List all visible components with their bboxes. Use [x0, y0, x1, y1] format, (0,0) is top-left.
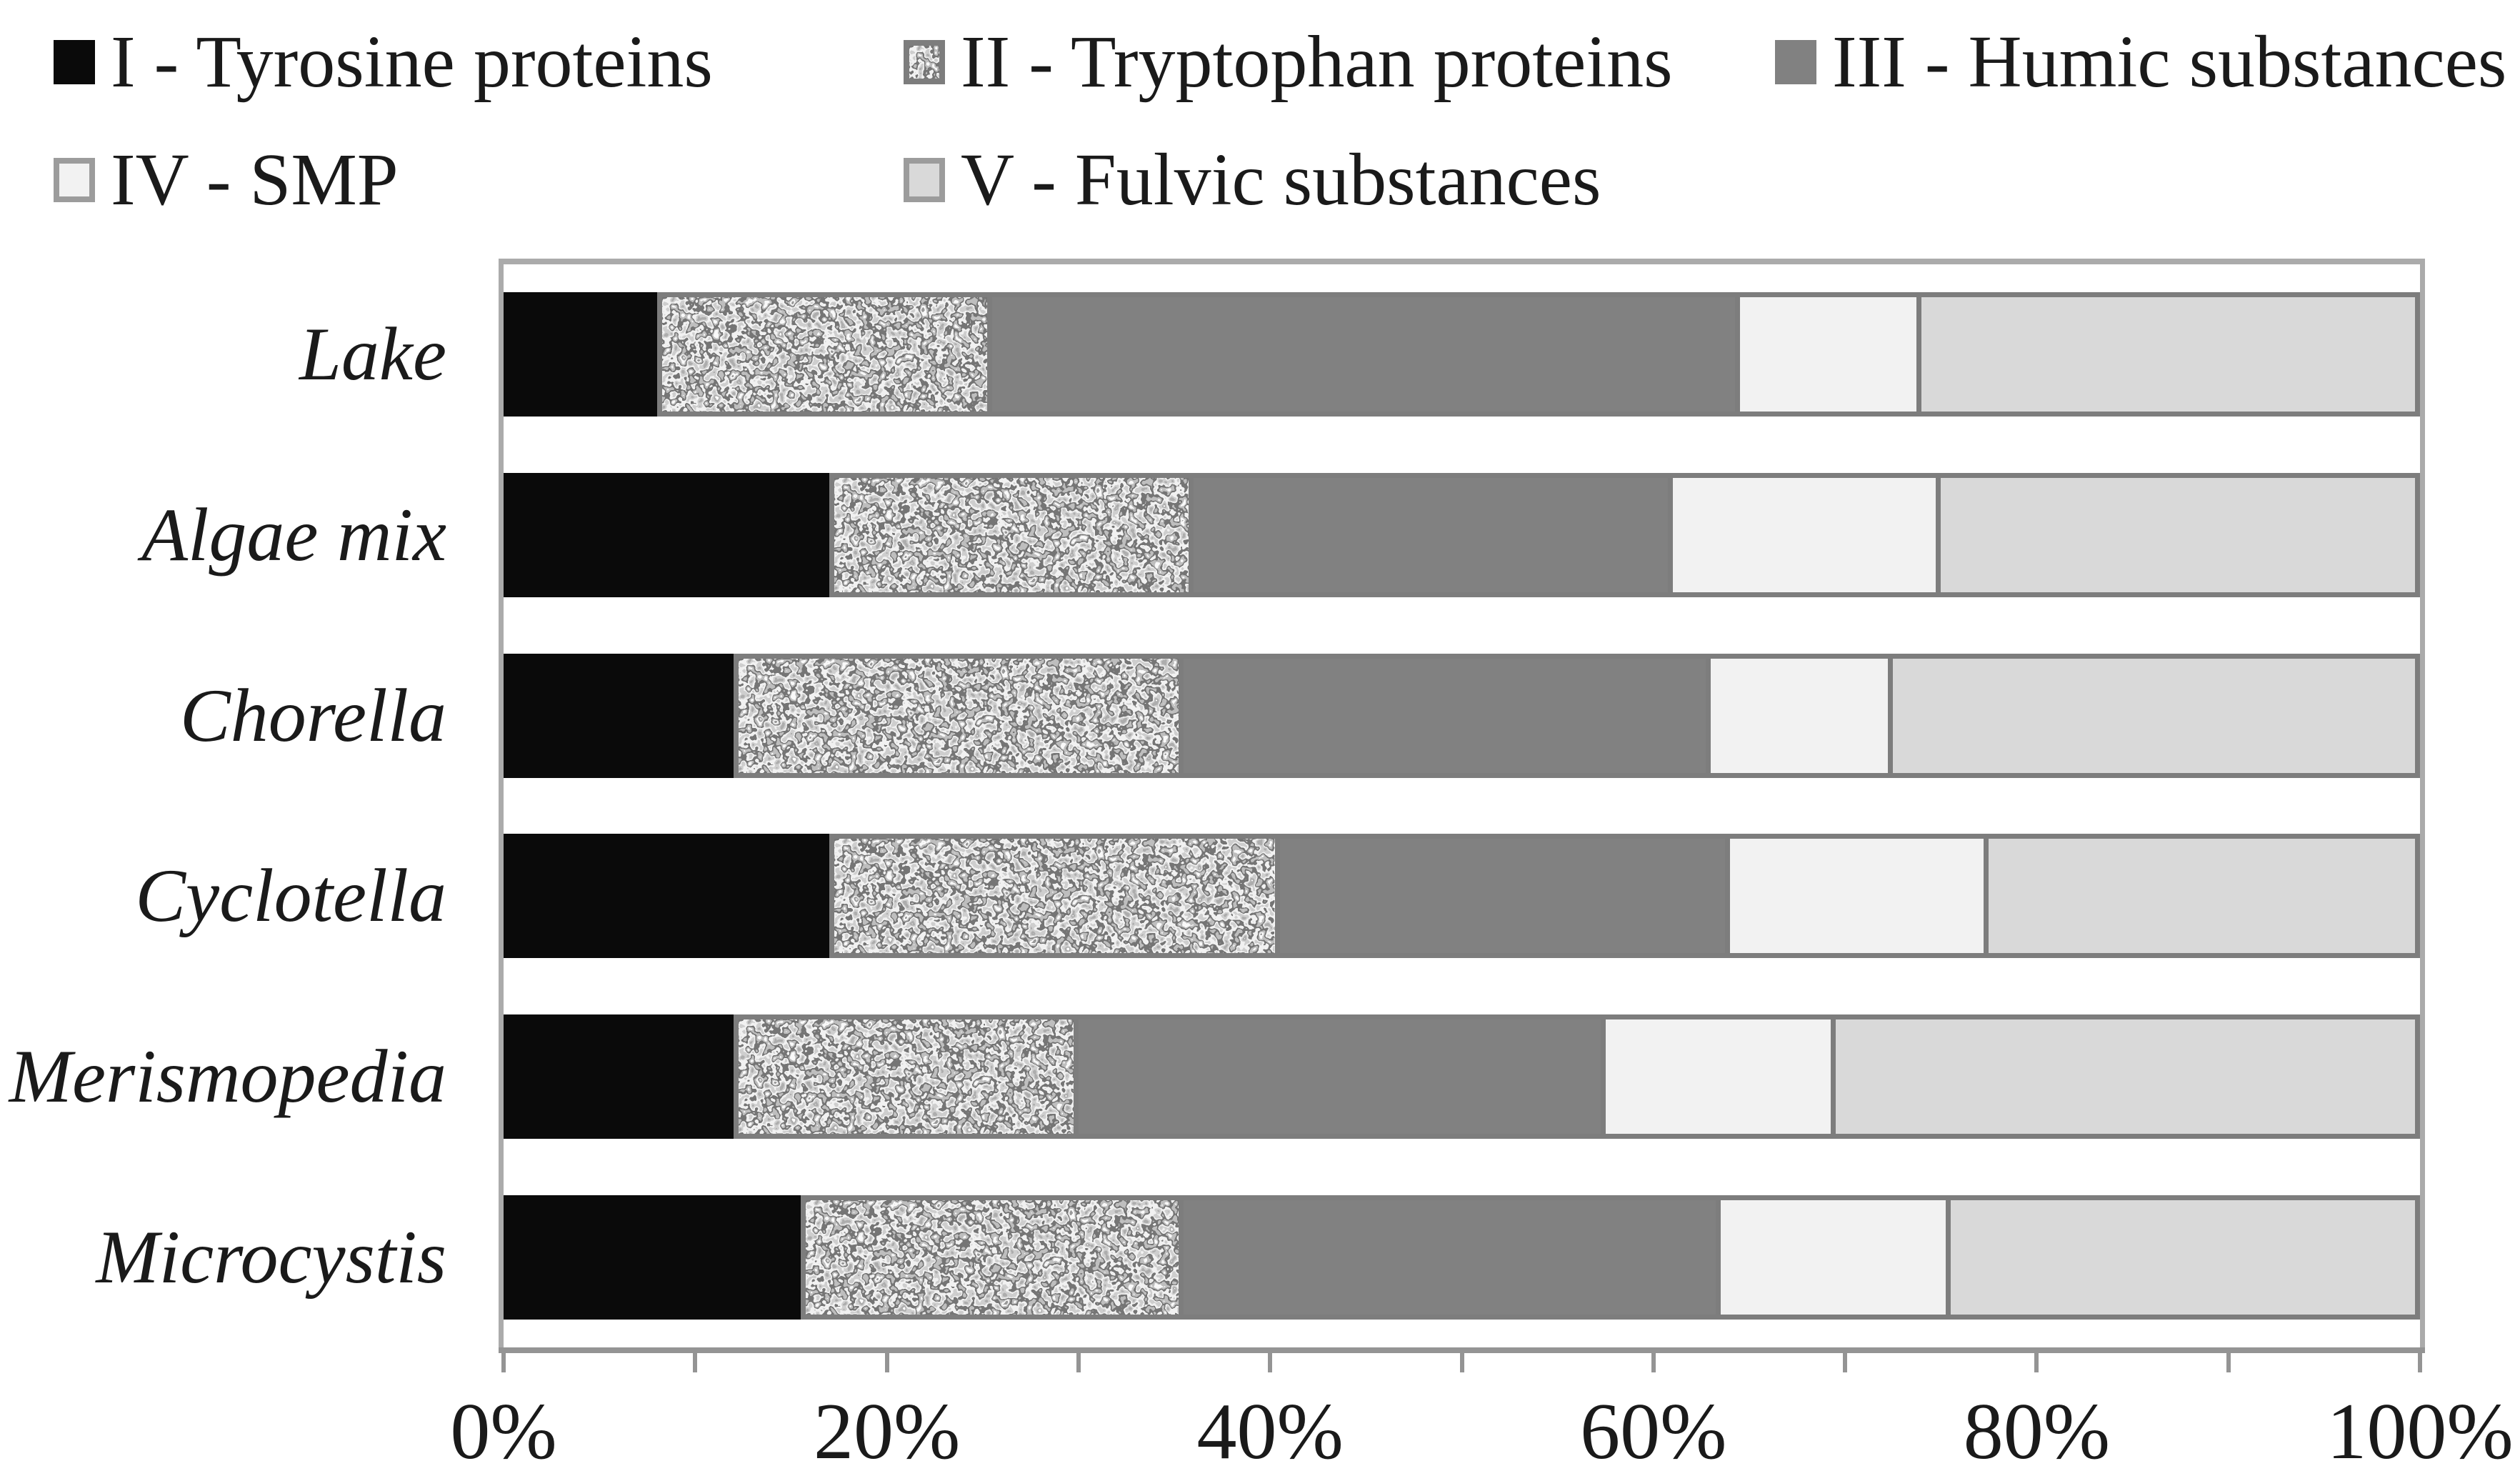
bar-segment-smp — [1720, 1195, 1951, 1320]
bar-segment-humic — [1184, 1195, 1721, 1320]
bar-segment-fulvic — [1893, 653, 2420, 778]
bar-segment-fulvic — [1950, 1195, 2420, 1320]
x-axis-tick-40 — [1268, 1353, 1273, 1372]
tryptophan-speckle-texture — [834, 478, 1189, 592]
bar-segment-humic — [1184, 653, 1711, 778]
tryptophan-speckle-texture — [738, 1019, 1074, 1135]
x-axis-tick-0 — [501, 1353, 506, 1372]
x-axis-label-60pct: 60% — [1580, 1387, 1727, 1476]
bar-row-merismopedia — [504, 987, 2420, 1167]
category-label-lake: Lake — [299, 312, 446, 397]
legend-item-label: III - Humic substances — [1832, 21, 2507, 103]
bar-segment-smp — [1730, 834, 1989, 959]
bar-segment-tryptophan — [733, 1014, 1079, 1140]
stacked-bar — [504, 834, 2420, 959]
bar-segment-humic — [992, 292, 1740, 417]
stacked-bar — [504, 292, 2420, 417]
bar-row-cyclotella — [504, 806, 2420, 987]
x-axis-tick-20 — [884, 1353, 889, 1372]
tryptophan-speckle-texture — [661, 297, 988, 412]
x-axis-label-80pct: 80% — [1963, 1387, 2111, 1476]
stacked-bar — [504, 1195, 2420, 1320]
x-axis-label-40pct: 40% — [1196, 1387, 1344, 1476]
bar-segment-tryptophan — [656, 292, 993, 417]
legend-swatch-tyrosine-icon — [54, 40, 95, 84]
bar-row-microcystis — [504, 1167, 2420, 1347]
legend-swatch-humic-icon — [1775, 40, 1816, 84]
x-axis-tick-50 — [1459, 1353, 1464, 1372]
x-axis-tick-10 — [693, 1353, 698, 1372]
x-axis-label-20pct: 20% — [813, 1387, 961, 1476]
tryptophan-speckle-texture — [834, 839, 1275, 954]
bar-segment-fulvic — [1989, 834, 2420, 959]
plot-area — [499, 259, 2425, 1347]
legend-swatch-fulvic-icon — [904, 158, 945, 202]
bar-segment-tyrosine — [504, 653, 734, 778]
bar-segment-tyrosine — [504, 1014, 734, 1140]
bar-segment-humic — [1078, 1014, 1606, 1140]
x-axis-tick-30 — [1076, 1353, 1081, 1372]
bar-segment-smp — [1605, 1014, 1836, 1140]
bar-segment-humic — [1279, 834, 1731, 959]
bar-segment-smp — [1672, 473, 1941, 597]
legend-item-label: V - Fulvic substances — [961, 139, 1601, 221]
bar-segment-humic — [1193, 473, 1673, 597]
bar-segment-tryptophan — [800, 1195, 1184, 1320]
category-label-microcystis: Microcystis — [96, 1215, 446, 1299]
x-axis-label-100pct: 100% — [2326, 1387, 2514, 1476]
legend-item-label: IV - SMP — [111, 139, 399, 221]
bar-segment-tryptophan — [829, 834, 1280, 959]
legend-item-tyrosine: I - Tyrosine proteins — [54, 18, 713, 106]
category-label-cyclotella: Cyclotella — [135, 854, 446, 938]
x-axis-ticks — [501, 1353, 2422, 1375]
category-label-merismopedia: Merismopedia — [9, 1034, 446, 1119]
legend-item-smp: IV - SMP — [54, 136, 399, 224]
x-axis-tick-80 — [2034, 1353, 2039, 1372]
x-axis-tick-70 — [1843, 1353, 1848, 1372]
bar-segment-smp — [1739, 292, 1922, 417]
category-label-algae-mix: Algae mix — [141, 493, 446, 577]
bar-segment-fulvic — [1941, 473, 2420, 597]
legend-item-humic: III - Humic substances — [1775, 18, 2506, 106]
tryptophan-speckle-texture — [805, 1200, 1179, 1315]
legend-item-fulvic: V - Fulvic substances — [904, 136, 1601, 224]
legend-item-tryptophan: II - Tryptophan proteins — [904, 18, 1673, 106]
bar-row-lake — [504, 264, 2420, 445]
legend-item-label: II - Tryptophan proteins — [961, 21, 1673, 103]
bar-row-chorella — [504, 625, 2420, 806]
bar-segment-tyrosine — [504, 292, 657, 417]
bar-segment-fulvic — [1835, 1014, 2420, 1140]
bar-segment-tyrosine — [504, 473, 830, 597]
stacked-bar — [504, 473, 2420, 597]
bar-segment-fulvic — [1921, 292, 2420, 417]
legend-speckle-texture — [909, 46, 939, 79]
x-axis-line — [499, 1347, 2425, 1353]
x-axis-tick-60 — [1651, 1353, 1656, 1372]
bar-segment-tryptophan — [733, 653, 1184, 778]
category-label-chorella: Chorella — [180, 673, 446, 757]
legend-item-label: I - Tyrosine proteins — [111, 21, 713, 103]
x-axis-tick-100 — [2418, 1353, 2422, 1372]
stacked-bar — [504, 653, 2420, 778]
bar-segment-tyrosine — [504, 834, 830, 959]
bar-segment-tryptophan — [829, 473, 1194, 597]
bar-row-algae-mix — [504, 445, 2420, 626]
bar-segment-tyrosine — [504, 1195, 801, 1320]
legend-swatch-tryptophan-icon — [904, 40, 945, 84]
x-axis-tick-labels: 0% 20% 40% 60% 80% 100% — [450, 1387, 2513, 1477]
bar-segment-smp — [1711, 653, 1894, 778]
legend-swatch-smp-icon — [54, 158, 95, 202]
stacked-bar — [504, 1014, 2420, 1140]
category-labels: Lake Algae mix Chorella Cyclotella Merismope… — [0, 264, 446, 1347]
x-axis-tick-90 — [2226, 1353, 2231, 1372]
x-axis-label-0pct: 0% — [450, 1387, 557, 1476]
tryptophan-speckle-texture — [738, 658, 1179, 773]
